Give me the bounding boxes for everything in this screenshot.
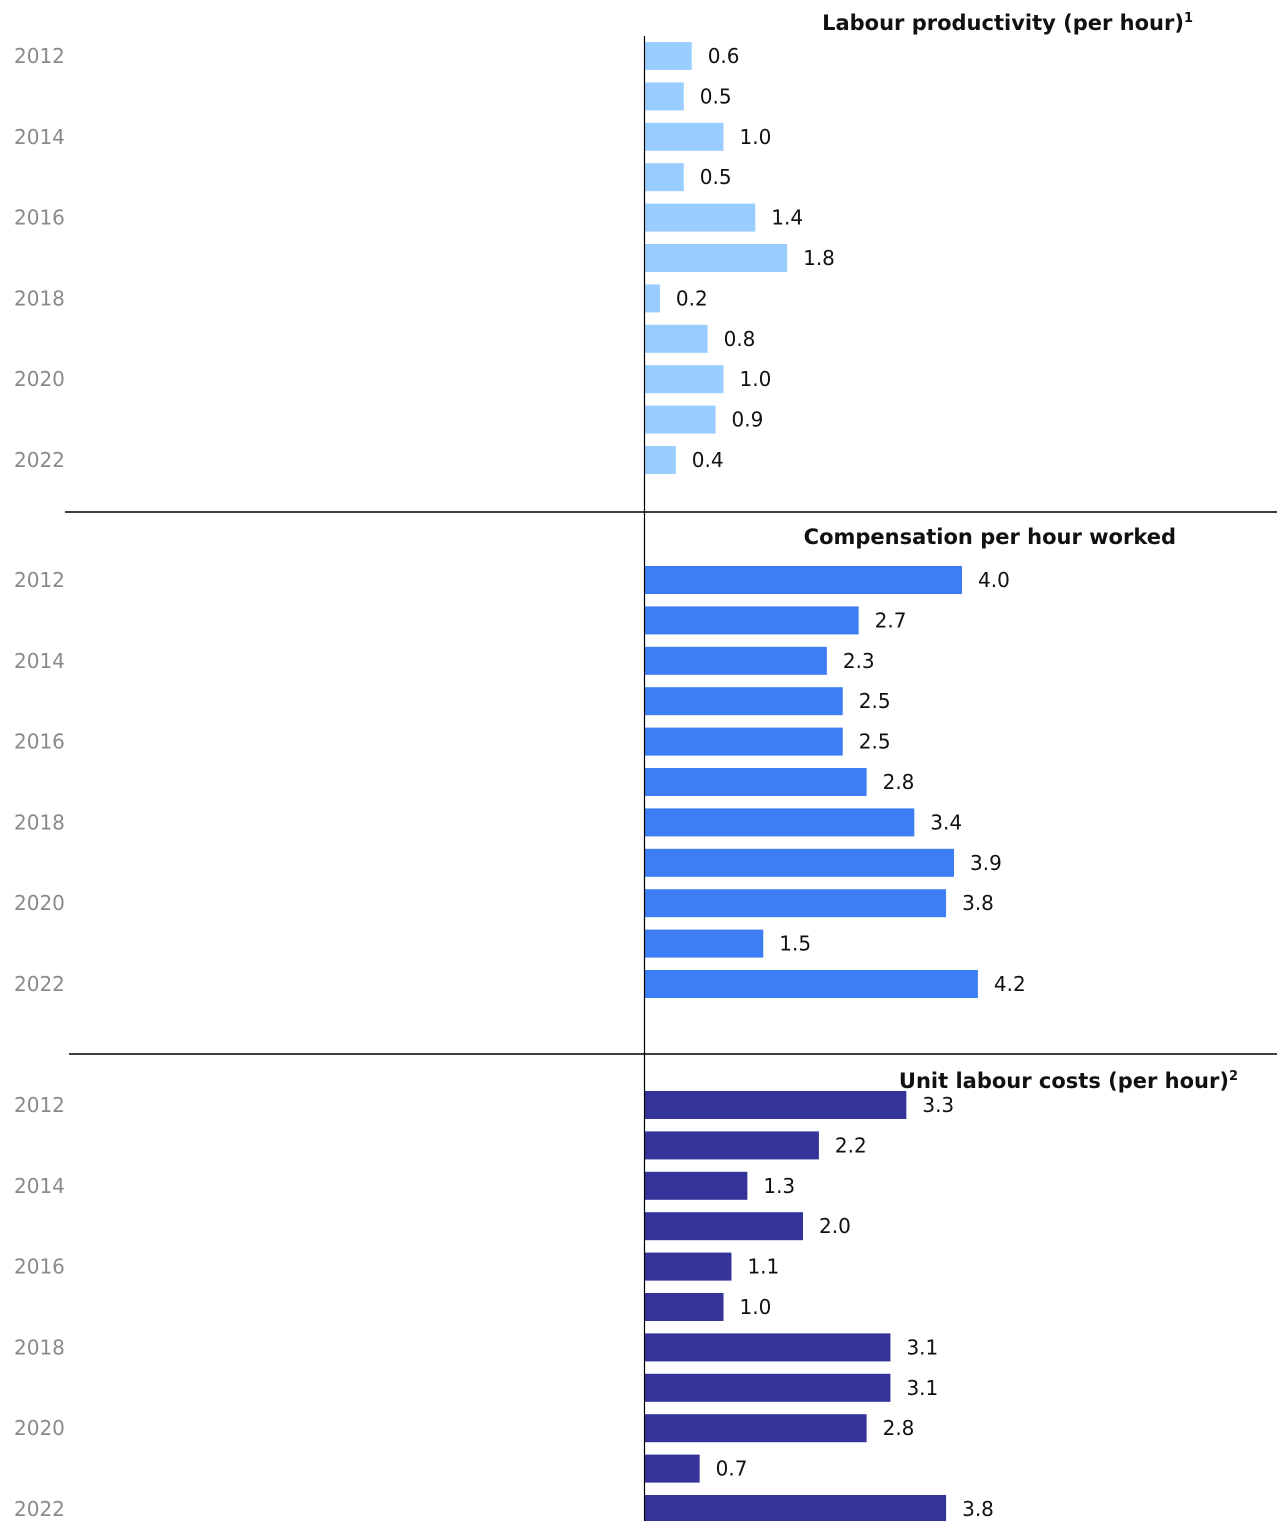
bar-2012 <box>644 42 692 70</box>
bar-2022 <box>644 446 676 474</box>
year-tick-label: 2014 <box>14 649 65 673</box>
data-label: 3.1 <box>906 1376 938 1400</box>
panel-title: Compensation per hour worked <box>804 525 1176 549</box>
data-label: 1.5 <box>779 932 811 956</box>
bar-2019 <box>644 1373 891 1402</box>
title-footnote-marker: 2 <box>1229 1069 1238 1084</box>
bar-2014 <box>644 646 827 675</box>
bar-2013 <box>644 606 859 635</box>
year-tick-label: 2022 <box>14 448 65 472</box>
data-label: 0.6 <box>708 44 740 68</box>
bar-2015 <box>644 1212 803 1241</box>
data-label: 2.5 <box>859 730 891 754</box>
bar-2013 <box>644 82 684 111</box>
bar-2020 <box>644 365 724 394</box>
year-tick-label: 2018 <box>14 1335 65 1359</box>
year-tick-label: 2014 <box>14 1174 65 1198</box>
data-label: 3.3 <box>922 1093 954 1117</box>
bar-2018 <box>644 284 660 313</box>
data-label: 2.5 <box>859 689 891 713</box>
bar-2019 <box>644 848 955 877</box>
bar-2014 <box>644 122 724 151</box>
data-label: 3.8 <box>962 1497 994 1521</box>
data-label: 3.4 <box>930 810 962 834</box>
data-label: 0.2 <box>676 286 708 310</box>
year-tick-label: 2020 <box>14 891 65 915</box>
data-label: 2.3 <box>843 649 875 673</box>
bar-2015 <box>644 687 843 716</box>
data-label: 1.3 <box>763 1174 795 1198</box>
bar-2018 <box>644 1333 891 1362</box>
bar-2022 <box>644 1495 947 1521</box>
data-label: 2.7 <box>875 608 907 632</box>
bar-2016 <box>644 727 843 756</box>
data-label: 0.8 <box>724 327 756 351</box>
bar-2022 <box>644 970 978 998</box>
year-tick-label: 2018 <box>14 286 65 310</box>
data-label: 0.9 <box>732 408 764 432</box>
panel-title: Labour productivity (per hour)1 <box>822 11 1193 35</box>
year-tick-label: 2016 <box>14 206 65 230</box>
year-tick-label: 2014 <box>14 125 65 149</box>
title-footnote-marker: 1 <box>1184 11 1193 26</box>
data-label: 2.8 <box>883 1416 915 1440</box>
bar-2017 <box>644 244 788 272</box>
year-tick-label: 2020 <box>14 1416 65 1440</box>
bar-2020 <box>644 889 947 918</box>
bar-2017 <box>644 768 867 796</box>
year-tick-label: 2016 <box>14 1255 65 1279</box>
data-label: 0.4 <box>692 448 724 472</box>
year-tick-label: 2016 <box>14 730 65 754</box>
data-label: 1.8 <box>803 246 835 270</box>
bar-2017 <box>644 1293 724 1321</box>
data-label: 2.8 <box>883 770 915 794</box>
bar-2013 <box>644 1131 819 1160</box>
bar-2018 <box>644 808 915 837</box>
data-label: 0.5 <box>700 84 732 108</box>
data-label: 1.0 <box>740 367 772 391</box>
panel-title: Unit labour costs (per hour)2 <box>899 1069 1238 1093</box>
bar-2012 <box>644 1091 907 1119</box>
data-label: 3.8 <box>962 891 994 915</box>
data-label: 2.2 <box>835 1133 867 1157</box>
bar-2021 <box>644 405 716 434</box>
data-label: 1.4 <box>771 206 803 230</box>
data-label: 2.0 <box>819 1214 851 1238</box>
data-label: 1.1 <box>747 1255 779 1279</box>
bar-2019 <box>644 324 708 353</box>
year-tick-label: 2012 <box>14 1093 65 1117</box>
year-tick-label: 2022 <box>14 1497 65 1521</box>
bar-2015 <box>644 163 684 192</box>
data-label: 4.0 <box>978 568 1010 592</box>
data-label: 3.1 <box>906 1335 938 1359</box>
year-tick-label: 2022 <box>14 972 65 996</box>
bar-2021 <box>644 929 764 958</box>
bar-2021 <box>644 1454 700 1483</box>
year-tick-label: 2012 <box>14 44 65 68</box>
bar-2016 <box>644 203 756 232</box>
bar-2014 <box>644 1171 748 1200</box>
year-tick-label: 2020 <box>14 367 65 391</box>
data-label: 0.7 <box>716 1457 748 1481</box>
bar-2016 <box>644 1252 732 1281</box>
data-label: 1.0 <box>740 125 772 149</box>
year-tick-label: 2018 <box>14 810 65 834</box>
data-label: 4.2 <box>994 972 1026 996</box>
data-label: 0.5 <box>700 165 732 189</box>
bar-2012 <box>644 566 962 594</box>
bar-2020 <box>644 1414 867 1443</box>
data-label: 3.9 <box>970 851 1002 875</box>
year-tick-label: 2012 <box>14 568 65 592</box>
data-label: 1.0 <box>740 1295 772 1319</box>
